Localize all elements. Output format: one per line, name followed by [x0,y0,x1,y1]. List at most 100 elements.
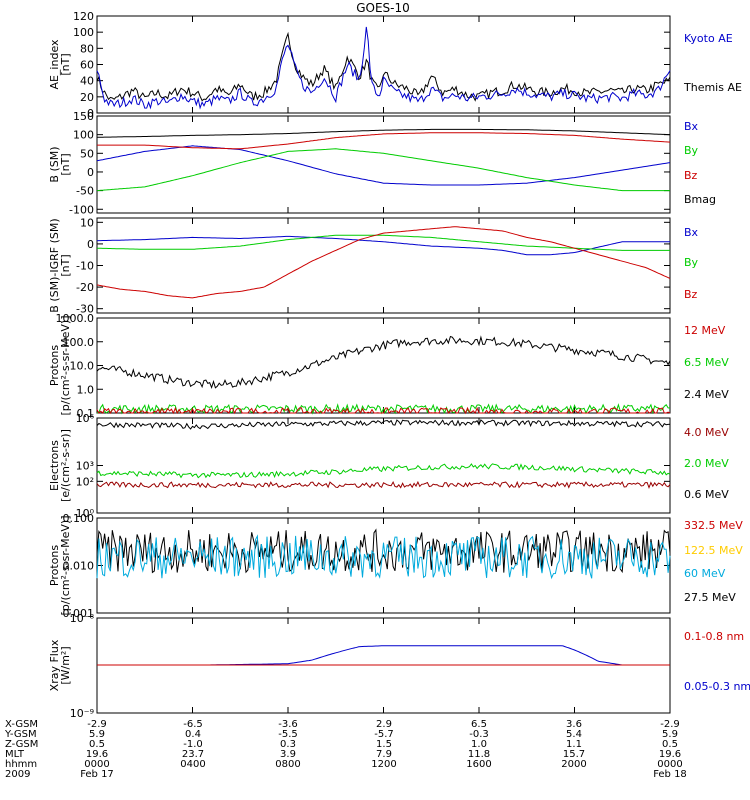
panel-frame [96,317,671,414]
panel-7: 10⁻⁹ 10⁻⁸ Xray Flux[W/m²] 0.1-0.8 nm 0.05-0.… [48,612,750,720]
x-axis-table: X-GSM -2.9 -6.5 -3.6 2.9 6.5 3.6 -2.9Y-GSM 5.9 0.… [4,719,687,780]
legend-entry: 2.4 MeV [684,388,729,401]
y-tick-label: -50 [76,185,94,198]
x-axis-row-label: X-GSM [5,719,38,730]
y-axis-label: AE_index [48,39,61,90]
y-axis-label: Electrons [48,440,61,491]
y-axis-label: B (SM) [48,146,61,182]
y-axis-label: [W/m²] [59,646,72,684]
legend-entry: 0.6 MeV [684,488,729,501]
y-axis-label: Protons [48,345,61,386]
y-tick-label: 0.100 [63,512,95,525]
x-axis-value: 15.7 [563,749,585,760]
x-axis-row-label: MLT [5,749,25,760]
x-axis-value: -6.5 [183,719,203,730]
x-axis-value: 0.3 [280,739,296,750]
y-tick-label: 10 [80,216,94,229]
series-line-12-mev [96,406,671,415]
series-line-4-0-mev [96,480,671,490]
y-tick-label: 0.001 [63,607,95,620]
y-axis-label: [nT] [59,53,72,75]
x-axis-value: -5.5 [278,729,298,740]
y-tick-label: 0 [87,238,94,251]
y-tick-label: 80 [80,42,94,55]
y-tick-label: 40 [80,75,94,88]
x-axis-value: 1200 [371,759,396,770]
y-tick-label: 0.1 [77,407,95,420]
series-line-0-05-0-3-nm [97,645,670,666]
legend-entry: 0.05-0.3 nm [684,680,750,693]
x-axis-row-label: 2009 [5,769,30,780]
x-axis-value: 1600 [466,759,491,770]
x-axis-value: Feb 18 [653,769,687,780]
series-line-2-0-mev [96,463,671,479]
x-axis-value: 7.9 [376,749,392,760]
y-tick-label: 50 [80,147,94,160]
x-axis-value: 0.5 [89,739,105,750]
x-axis-value: 23.7 [182,749,204,760]
legend-entry: 122.5 MeV [684,544,743,557]
y-axis-label: [p/(cm²-s-sr-MeV)] [59,316,72,416]
y-axis-label: Xray Flux [48,639,61,691]
y-tick-label: 1.0 [77,383,95,396]
y-tick-label: 10⁶ [76,412,95,425]
x-axis-value: 0000 [657,759,682,770]
series-line-kyoto-ae [96,26,671,110]
y-tick-label: 100.0 [63,336,95,349]
legend-entry: Themis AE [683,81,742,94]
legend-entry: 4.0 MeV [684,426,729,439]
series-line-by [96,148,670,192]
legend-entry: 0.1-0.8 nm [684,630,744,643]
y-tick-label: 10⁻⁸ [70,612,95,625]
legend-entry: Bz [684,169,698,182]
y-tick-label: 60 [80,59,94,72]
series-line-2-4-mev [96,335,671,389]
y-axis-label: [nT] [59,153,72,175]
legend-entry: 2.0 MeV [684,457,729,470]
x-axis-value: 1.0 [471,739,487,750]
legend-entry: By [684,256,699,269]
x-axis-value: Feb 17 [80,769,114,780]
y-tick-label: -100 [69,203,94,216]
y-axis-label: [p/(cm²-s-sr-MeV)] [59,516,72,616]
x-axis-value: 1.5 [376,739,392,750]
x-axis-value: 0.4 [185,729,201,740]
x-axis-value: 5.9 [89,729,105,740]
x-axis-value: 3.6 [566,719,582,730]
panel-1: 0 20 40 60 80 100 120 AE_index[nT] Kyoto AE Themi… [48,10,742,120]
y-axis-label: [e/(cm²-s-sr)] [59,429,72,502]
y-tick-label: 120 [73,10,94,23]
y-tick-label: 0 [87,107,94,120]
panel-6: 0.001 0.010 0.100 Protons[p/(cm²-s-sr-MeV)]… [48,512,743,620]
panel-2: -100 -50 0 50 100 150 B (SM)[nT] Bx By Bz Bmag [48,110,716,216]
y-tick-label: 150 [73,110,94,123]
x-axis-value: 19.6 [659,749,681,760]
legend-entry: 27.5 MeV [684,591,736,604]
series-line-bz [97,132,671,150]
x-axis-row-label: Y-GSM [4,729,37,740]
panel-5: 10⁰ 10² 10³ 10⁶ Electrons[e/(cm²-s-sr)] 4.0 M… [48,412,729,520]
y-tick-label: 10⁰ [76,507,95,520]
legend-entry: 332.5 MeV [684,519,743,532]
panel-frame [96,417,671,514]
x-axis-value: 3.9 [280,749,296,760]
x-axis-value: 6.5 [471,719,487,730]
y-tick-label: 10⁻⁹ [70,707,94,720]
x-axis-value: -1.0 [183,739,203,750]
y-tick-label: 0 [87,166,94,179]
panel-3: -30 -20 -10 0 10 B (SM)-IGRF (SM)[nT] Bx By Bz [48,216,699,315]
legend-entry: 12 MeV [684,324,726,337]
legend-entry: Bx [684,226,699,239]
y-tick-label: 10² [76,475,94,488]
x-axis-value: 19.6 [86,749,108,760]
y-tick-label: 10³ [76,460,94,473]
legend-entry: Bz [684,288,698,301]
series-line-bx [96,145,671,186]
y-tick-label: -30 [76,303,94,316]
series-line-bmag [96,128,671,138]
x-axis-value: 5.9 [662,729,678,740]
x-axis-value: 0800 [275,759,300,770]
y-tick-label: 100 [73,129,94,142]
